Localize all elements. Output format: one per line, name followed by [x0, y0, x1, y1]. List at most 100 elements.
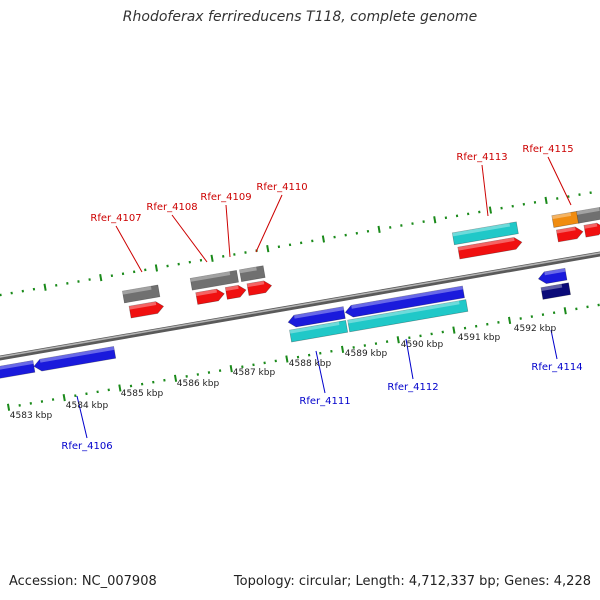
feature-shape	[551, 210, 580, 228]
gene-feature	[239, 265, 266, 282]
scale-label: 4591 kbp	[458, 333, 501, 343]
gene-feature	[583, 222, 600, 238]
feature-shape	[451, 221, 519, 246]
feature-highlight	[351, 285, 464, 309]
label-leader-lines	[76, 156, 572, 439]
forward-tick	[321, 235, 326, 243]
gene-feature	[451, 221, 519, 246]
gene-feature	[540, 282, 571, 300]
forward-leader-line	[115, 225, 143, 273]
feature-shape	[576, 205, 600, 224]
backbone-line	[0, 251, 600, 361]
feature-highlight	[246, 280, 265, 288]
gene-feature	[576, 205, 600, 224]
feature-shape	[224, 284, 247, 300]
feature-shape	[239, 265, 266, 282]
feature-highlight	[540, 283, 563, 292]
forward-tick	[154, 264, 159, 272]
forward-locus-label: Rfer_4109	[200, 192, 251, 203]
accession-text: Accession: NC_007908	[9, 574, 157, 589]
reverse-locus-label: Rfer_4111	[299, 396, 350, 407]
feature-shape	[189, 269, 239, 291]
feature-shape	[33, 346, 117, 372]
scale-label: 4584 kbp	[66, 401, 109, 411]
forward-locus-label: Rfer_4107	[90, 213, 141, 224]
gene-feature	[287, 306, 346, 328]
scale-label: 4590 kbp	[401, 340, 444, 350]
reverse-tick	[6, 403, 11, 411]
forward-locus-label: Rfer_4113	[456, 152, 507, 163]
scale-labels: 4583 kbp 4584 kbp 4585 kbp 4586 kbp 4587 kbp…	[10, 324, 557, 421]
reverse-tick	[173, 374, 178, 382]
scale-label: 4592 kbp	[514, 324, 557, 334]
genome-summary-text: Topology: circular; Length: 4,712,337 bp…	[233, 574, 591, 589]
feature-highlight	[457, 237, 515, 251]
scale-label: 4585 kbp	[121, 389, 164, 399]
forward-tick	[210, 254, 214, 262]
feature-shape	[540, 282, 571, 300]
reverse-tick	[340, 345, 345, 353]
forward-locus-label: Rfer_4108	[146, 202, 197, 213]
feature-shape	[122, 284, 161, 304]
forward-leader-line	[547, 156, 572, 206]
feature-shape	[344, 285, 465, 318]
forward-locus-label: Rfer_4110	[256, 182, 307, 193]
gene-feature	[189, 269, 239, 291]
reverse-tick	[396, 336, 400, 344]
reverse-tick	[285, 355, 289, 363]
reverse-scale-ticks	[6, 303, 600, 411]
reverse-tick	[563, 307, 567, 315]
feature-highlight	[576, 207, 600, 215]
feature-highlight	[195, 289, 217, 297]
feature-shape	[583, 222, 600, 238]
feature-shape	[0, 360, 36, 382]
reverse-tick	[507, 316, 512, 325]
backbone-highlight	[0, 252, 600, 358]
forward-leader-line	[481, 164, 489, 217]
gene-feature	[344, 285, 465, 318]
feature-highlight	[122, 286, 152, 295]
forward-tick	[377, 225, 381, 233]
scale-label: 4587 kbp	[233, 368, 276, 378]
feature-shape	[195, 288, 225, 305]
forward-tick	[266, 245, 270, 253]
feature-shape	[347, 299, 469, 333]
reverse-leader-line	[405, 338, 414, 380]
gene-feature	[289, 320, 349, 343]
feature-highlight	[556, 226, 576, 234]
gene-feature	[555, 226, 584, 243]
reverse-leader-line	[76, 395, 88, 439]
scale-label: 4589 kbp	[345, 349, 388, 359]
feature-shape	[537, 267, 568, 284]
gene-feature	[224, 284, 247, 300]
feature-highlight	[452, 223, 511, 237]
reverse-tick	[62, 393, 66, 402]
feature-shape	[457, 237, 523, 260]
feature-highlight	[544, 268, 566, 276]
scale-label: 4586 kbp	[177, 379, 220, 389]
feature-shape	[128, 301, 165, 319]
genome-title: Rhodoferax ferrireducens T118, complete …	[122, 9, 478, 25]
gene-feature	[246, 280, 273, 296]
feature-highlight	[190, 271, 231, 282]
feature-shape	[555, 226, 584, 243]
forward-tick	[99, 273, 103, 282]
feature-highlight	[289, 321, 340, 334]
scale-label: 4583 kbp	[10, 411, 53, 421]
reverse-tick	[118, 384, 122, 392]
feature-shape	[289, 320, 349, 343]
gene-feature	[457, 237, 523, 260]
forward-tick	[544, 196, 548, 205]
reverse-tick	[452, 326, 456, 334]
gene-feature	[122, 284, 161, 304]
forward-locus-label: Rfer_4115	[522, 144, 573, 155]
forward-scale-ticks	[0, 191, 592, 297]
gene-feature	[0, 360, 36, 382]
reverse-leader-line	[550, 329, 558, 360]
reverse-locus-label: Rfer_4106	[61, 441, 112, 452]
genome-backbone	[0, 251, 600, 361]
reverse-tick	[229, 365, 233, 373]
gene-feature	[551, 210, 580, 228]
